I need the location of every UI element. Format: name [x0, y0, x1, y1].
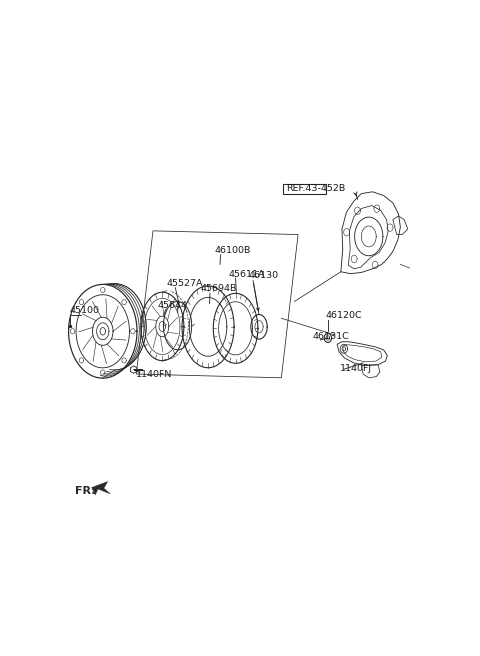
Text: 45611A: 45611A: [228, 270, 265, 279]
Text: 45527A: 45527A: [167, 279, 203, 288]
Text: 46130: 46130: [249, 272, 279, 281]
Text: 46131C: 46131C: [312, 332, 349, 340]
Text: 1140FJ: 1140FJ: [340, 365, 372, 373]
Text: 45694B: 45694B: [201, 285, 237, 293]
Text: 46120C: 46120C: [326, 311, 362, 320]
Text: 1140FN: 1140FN: [136, 370, 173, 379]
Text: 46100B: 46100B: [215, 246, 251, 255]
Text: FR.: FR.: [75, 486, 96, 496]
Polygon shape: [92, 482, 110, 495]
Text: 45644: 45644: [157, 301, 188, 310]
Text: REF.43-452B: REF.43-452B: [286, 184, 346, 193]
Text: 45100: 45100: [69, 306, 99, 316]
